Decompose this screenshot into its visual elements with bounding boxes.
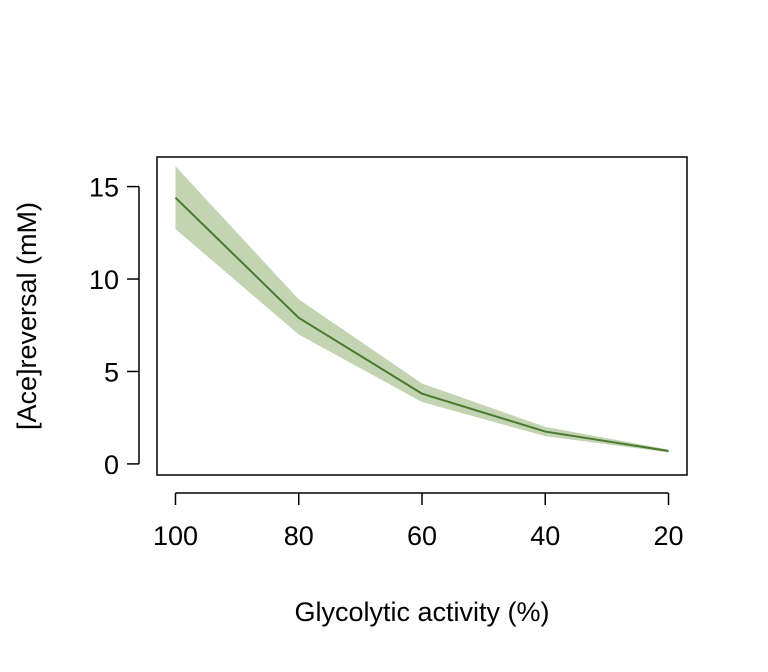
series-line — [174, 196, 669, 452]
y-tick-label: 15 — [89, 173, 119, 203]
x-tick-label: 100 — [153, 521, 198, 551]
series-line-layer — [174, 196, 669, 452]
x-axis: 100 80 60 40 20 — [153, 492, 684, 551]
x-tick-label: 60 — [407, 521, 437, 551]
y-tick-label: 0 — [104, 450, 119, 480]
y-axis: 0 5 10 15 — [89, 173, 140, 480]
x-axis-title: Glycolytic activity (%) — [294, 597, 549, 627]
x-tick-label: 40 — [530, 521, 560, 551]
x-tick-label: 20 — [653, 521, 683, 551]
confidence-band-layer — [175, 166, 669, 453]
x-tick-label: 80 — [284, 521, 314, 551]
plot-frame — [156, 156, 688, 476]
y-tick-label: 10 — [89, 265, 119, 295]
y-tick-label: 5 — [104, 357, 119, 387]
confidence-band — [175, 166, 669, 453]
y-axis-title: [Ace]reversal (mM) — [12, 202, 42, 430]
